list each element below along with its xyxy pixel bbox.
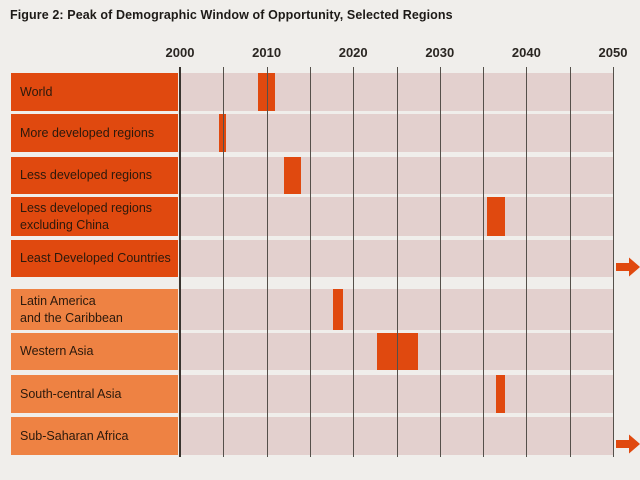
region-label: Sub-Saharan Africa <box>11 417 178 455</box>
region-label: Less developed regions excluding China <box>11 197 178 236</box>
peak-bar <box>333 289 343 330</box>
gridline-2005 <box>223 67 225 457</box>
gridline-2050 <box>613 67 614 457</box>
year-axis-label: 2040 <box>511 45 541 60</box>
gridline-2045 <box>569 67 571 457</box>
region-label: More developed regions <box>11 114 178 152</box>
peak-bar <box>496 375 505 413</box>
gridline-2020 <box>353 67 355 457</box>
year-axis-label: 2020 <box>338 45 368 60</box>
year-axis-label: 2000 <box>165 45 195 60</box>
year-axis-label: 2030 <box>425 45 455 60</box>
gridline-2010 <box>266 67 268 457</box>
beyond-2050-arrow-icon <box>616 257 640 276</box>
beyond-2050-arrow-icon <box>616 434 640 454</box>
gridline-2040 <box>526 67 528 457</box>
year-axis-label: 2050 <box>598 45 628 60</box>
peak-bar <box>218 114 226 152</box>
year-axis-label: 2010 <box>252 45 282 60</box>
region-label: Latin America and the Caribbean <box>11 289 178 330</box>
peak-bar <box>283 157 302 194</box>
peak-bar <box>487 197 505 236</box>
figure-title: Figure 2: Peak of Demographic Window of … <box>10 8 453 22</box>
region-label: World <box>11 73 178 111</box>
gridline-2000 <box>179 67 181 457</box>
gridline-2030 <box>439 67 441 457</box>
region-label: South-central Asia <box>11 375 178 413</box>
region-label: Less developed regions <box>11 157 178 194</box>
gridline-2035 <box>483 67 485 457</box>
gridline-2015 <box>309 67 311 457</box>
region-label: Least Developed Countries <box>11 240 178 277</box>
region-label: Western Asia <box>11 333 178 370</box>
gridline-2025 <box>396 67 398 457</box>
